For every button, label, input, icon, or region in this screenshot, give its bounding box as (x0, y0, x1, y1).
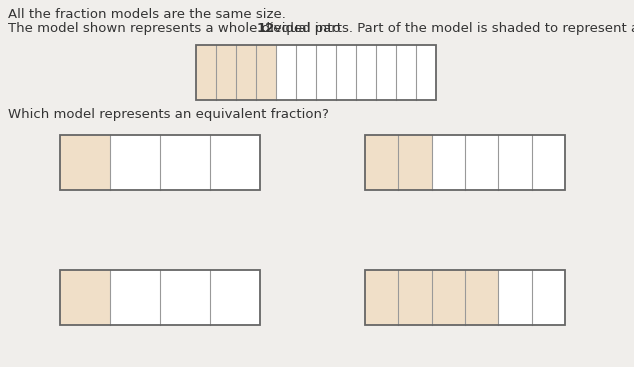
Bar (398, 270, 432, 325)
Bar (498, 135, 532, 190)
Text: Which model represents an equivalent fraction?: Which model represents an equivalent fra… (8, 108, 329, 121)
Bar (196, 45, 216, 100)
Bar (60, 135, 260, 190)
Bar (365, 270, 398, 325)
Text: 12: 12 (257, 22, 275, 35)
Bar (465, 270, 498, 325)
Bar (416, 45, 436, 100)
Text: All the fraction models are the same size.: All the fraction models are the same siz… (8, 8, 286, 21)
Bar (256, 45, 276, 100)
Bar (365, 270, 565, 325)
Bar (196, 45, 436, 100)
Bar (110, 270, 160, 325)
Bar (296, 45, 316, 100)
Bar (210, 270, 260, 325)
Bar (432, 135, 465, 190)
Bar (396, 45, 416, 100)
Bar (336, 45, 356, 100)
Bar (276, 45, 296, 100)
Bar (532, 270, 565, 325)
Bar (236, 45, 256, 100)
Bar (216, 45, 236, 100)
Bar (498, 270, 532, 325)
Bar (160, 135, 210, 190)
Bar (432, 270, 465, 325)
Text: equal parts. Part of the model is shaded to represent a fraction.: equal parts. Part of the model is shaded… (269, 22, 634, 35)
Bar (60, 270, 110, 325)
Bar (365, 135, 398, 190)
Bar (210, 135, 260, 190)
Bar (160, 270, 210, 325)
Bar (532, 135, 565, 190)
Bar (365, 135, 565, 190)
Bar (398, 135, 432, 190)
Bar (356, 45, 376, 100)
Bar (316, 45, 336, 100)
Bar (60, 270, 260, 325)
Bar (376, 45, 396, 100)
Bar (110, 135, 160, 190)
Text: The model shown represents a whole divided into: The model shown represents a whole divid… (8, 22, 345, 35)
Bar (465, 135, 498, 190)
Bar (60, 135, 110, 190)
